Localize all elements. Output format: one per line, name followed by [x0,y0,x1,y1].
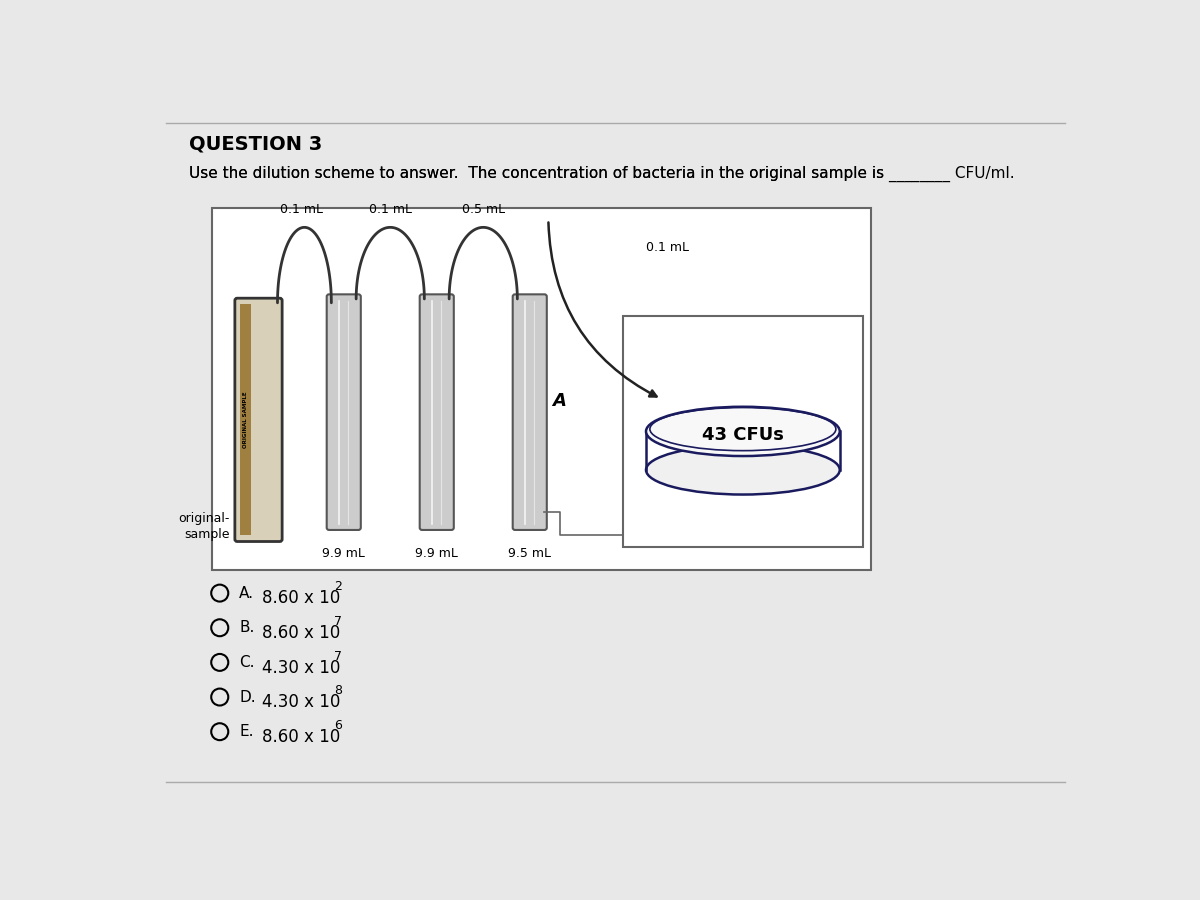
Text: 8: 8 [334,684,342,698]
Text: A: A [552,392,566,410]
FancyBboxPatch shape [326,294,361,530]
Text: 43 CFUs: 43 CFUs [702,427,784,445]
Text: ORIGINAL SAMPLE: ORIGINAL SAMPLE [242,392,248,448]
Text: Use the dilution scheme to answer.  The concentration of bacteria in the origina: Use the dilution scheme to answer. The c… [188,166,889,181]
Ellipse shape [646,446,840,494]
Text: 9.9 mL: 9.9 mL [415,547,458,560]
Text: 0.1 mL: 0.1 mL [368,202,412,216]
Text: 4.30 x 10: 4.30 x 10 [263,693,341,711]
Text: E.: E. [239,724,253,739]
Text: 6: 6 [334,719,342,732]
FancyBboxPatch shape [235,298,282,542]
Text: A.: A. [239,586,254,600]
Text: 0.1 mL: 0.1 mL [646,241,689,255]
FancyBboxPatch shape [512,294,547,530]
Text: C.: C. [239,655,254,670]
Ellipse shape [646,407,840,456]
Text: B.: B. [239,620,254,635]
Text: 8.60 x 10: 8.60 x 10 [263,728,341,746]
Text: original-
sample: original- sample [178,512,229,541]
Text: 9.5 mL: 9.5 mL [509,547,551,560]
Text: 0.5 mL: 0.5 mL [462,202,505,216]
Text: 7: 7 [334,650,342,662]
Text: 8.60 x 10: 8.60 x 10 [263,590,341,608]
Text: QUESTION 3: QUESTION 3 [188,135,322,154]
FancyBboxPatch shape [420,294,454,530]
Text: 8.60 x 10: 8.60 x 10 [263,624,341,642]
Text: 4.30 x 10: 4.30 x 10 [263,659,341,677]
Text: D.: D. [239,689,256,705]
Text: 9.9 mL: 9.9 mL [323,547,365,560]
Text: 2: 2 [334,580,342,593]
FancyBboxPatch shape [623,316,863,547]
FancyBboxPatch shape [212,208,871,570]
Text: Use the dilution scheme to answer.  The concentration of bacteria in the origina: Use the dilution scheme to answer. The c… [188,166,1014,182]
Text: 0.1 mL: 0.1 mL [280,202,323,216]
Text: 7: 7 [334,615,342,628]
Bar [240,304,251,536]
